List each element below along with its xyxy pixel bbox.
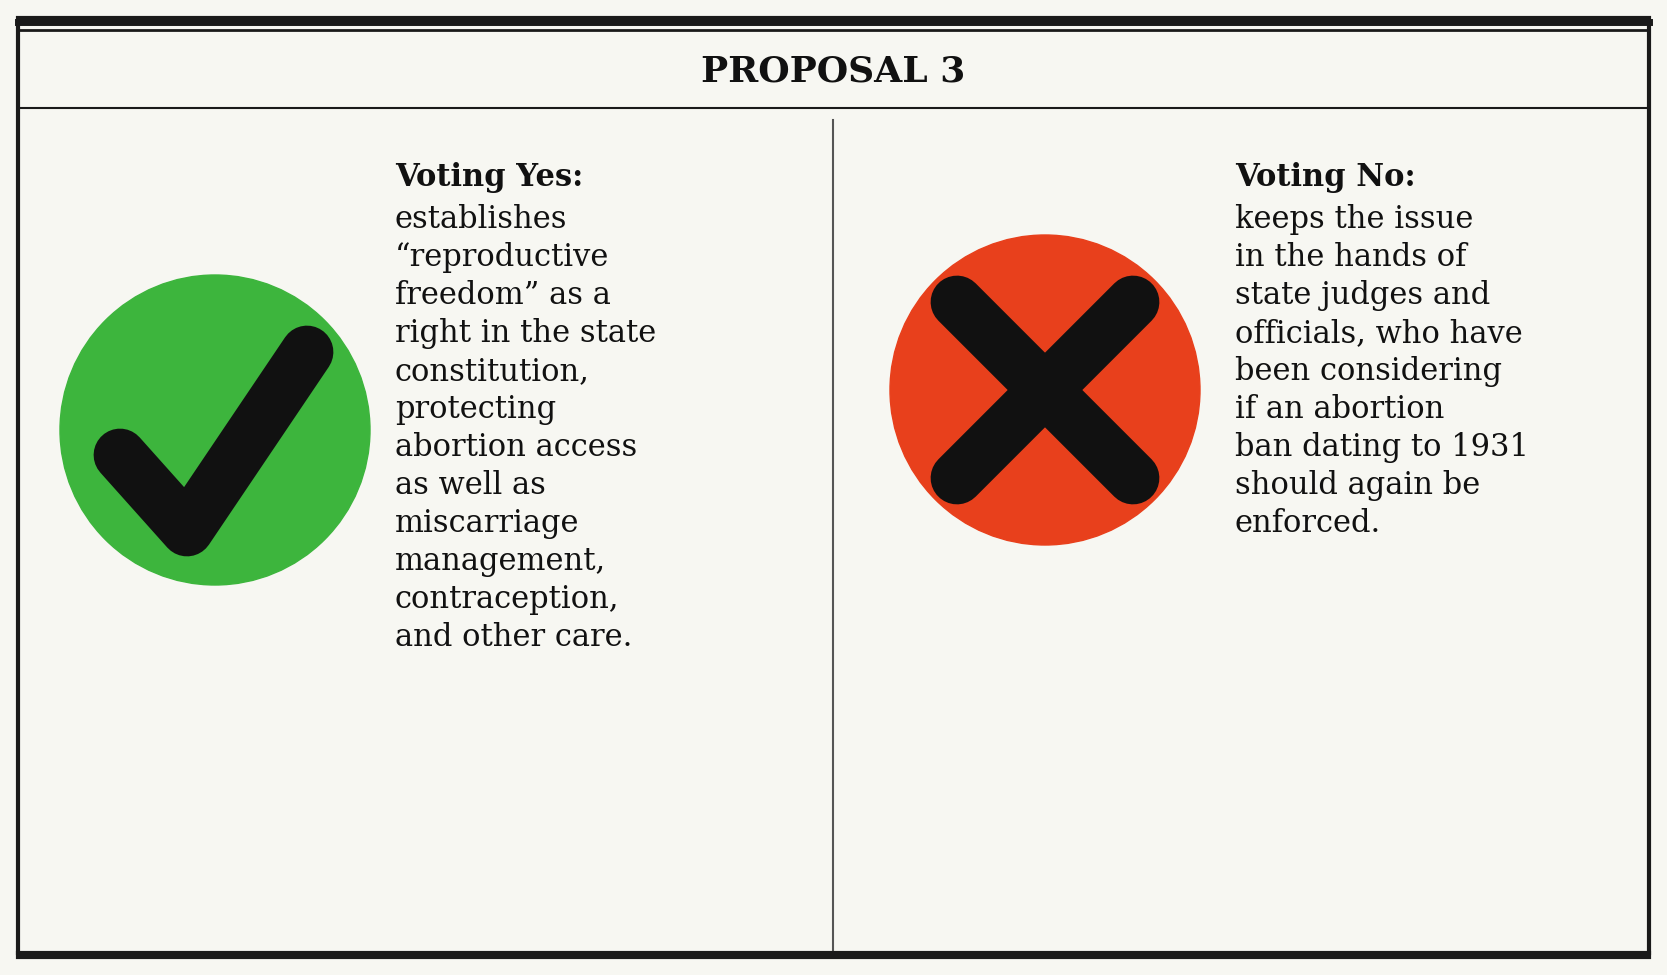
Text: abortion access: abortion access <box>395 432 637 463</box>
Text: enforced.: enforced. <box>1235 508 1382 539</box>
Text: keeps the issue: keeps the issue <box>1235 204 1474 235</box>
Text: if an abortion: if an abortion <box>1235 394 1444 425</box>
Text: “reproductive: “reproductive <box>395 242 610 273</box>
Text: Voting Yes:: Voting Yes: <box>395 162 583 193</box>
Text: Voting No:: Voting No: <box>1235 162 1415 193</box>
Text: been considering: been considering <box>1235 356 1502 387</box>
Text: contraception,: contraception, <box>395 584 620 615</box>
Text: miscarriage: miscarriage <box>395 508 580 539</box>
Circle shape <box>60 275 370 585</box>
Text: ban dating to 1931: ban dating to 1931 <box>1235 432 1529 463</box>
Text: management,: management, <box>395 546 607 577</box>
Text: and other care.: and other care. <box>395 622 632 653</box>
Text: constitution,: constitution, <box>395 356 590 387</box>
Text: officials, who have: officials, who have <box>1235 318 1522 349</box>
Text: PROPOSAL 3: PROPOSAL 3 <box>702 55 965 89</box>
Text: in the hands of: in the hands of <box>1235 242 1467 273</box>
Text: as well as: as well as <box>395 470 545 501</box>
Text: state judges and: state judges and <box>1235 280 1490 311</box>
Text: establishes: establishes <box>395 204 567 235</box>
Circle shape <box>890 235 1200 545</box>
Text: should again be: should again be <box>1235 470 1480 501</box>
Text: freedom” as a: freedom” as a <box>395 280 610 311</box>
Text: protecting: protecting <box>395 394 557 425</box>
Text: right in the state: right in the state <box>395 318 657 349</box>
